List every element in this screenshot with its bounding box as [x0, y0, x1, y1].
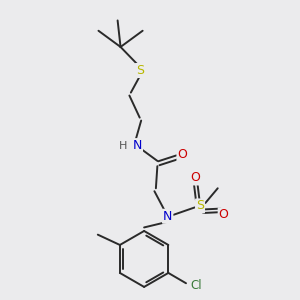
Text: S: S [196, 200, 204, 212]
Text: O: O [178, 148, 187, 161]
Text: H: H [119, 141, 128, 151]
Text: S: S [136, 64, 144, 77]
Text: N: N [163, 210, 172, 223]
Text: N: N [133, 139, 142, 152]
Text: Cl: Cl [190, 279, 202, 292]
Text: O: O [219, 208, 229, 221]
Text: O: O [191, 172, 201, 184]
